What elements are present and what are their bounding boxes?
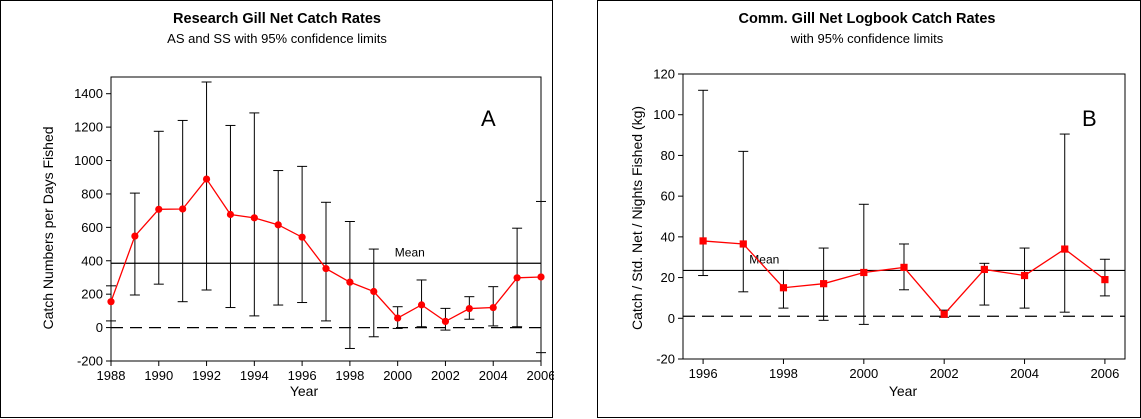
chart-a-xlabel: Year <box>290 383 319 399</box>
chart-a-y-tick-label: 200 <box>81 287 103 302</box>
chart-b-y-tick-label: 120 <box>653 67 675 82</box>
chart-b-x-tick-label: 2000 <box>849 366 878 381</box>
chart-b-x-tick-label: 1996 <box>689 366 718 381</box>
chart-a-data-point <box>155 205 163 213</box>
chart-a-x-tick-label: 2004 <box>479 368 508 383</box>
chart-a-ylabel: Catch Numbers per Days Fished <box>40 126 56 329</box>
chart-a-data-point <box>250 214 258 222</box>
chart-b-y-tick-label: 0 <box>668 311 675 326</box>
chart-a-x-tick-label: 2000 <box>383 368 412 383</box>
chart-a-data-point <box>226 210 235 219</box>
chart-b-data-point <box>860 268 868 277</box>
chart-b-data-point <box>940 310 948 318</box>
chart-a-x-tick-label: 1996 <box>288 368 317 383</box>
chart-b-x-tick-label: 2006 <box>1090 366 1119 381</box>
chart-a-y-tick-label: 1000 <box>74 153 103 168</box>
chart-a-x-tick-label: 2002 <box>431 368 460 383</box>
chart-a-svg: Research Gill Net Catch Rates AS and SS … <box>40 11 554 399</box>
chart-b-title: Comm. Gill Net Logbook Catch Rates <box>739 11 996 27</box>
chart-a-data-point <box>298 233 306 241</box>
chart-a-data-point <box>537 273 545 281</box>
chart-a-data-point <box>346 278 354 286</box>
chart-a-error-bar <box>201 81 212 291</box>
chart-b-xlabel: Year <box>889 383 918 399</box>
chart-a-data-point <box>107 298 115 306</box>
chart-b-data-point <box>699 237 707 245</box>
chart-b-data-point <box>900 263 908 271</box>
chart-a-x-tick-label: 1998 <box>335 368 364 383</box>
chart-a-x-tick-label: 1992 <box>192 368 221 383</box>
chart-a-mean-label: Mean <box>395 245 425 259</box>
chart-b-ylabel: Catch / Std. Net / Nights Fished (kg) <box>629 106 645 330</box>
chart-a-data-point <box>274 221 282 229</box>
chart-a-data-point <box>394 314 402 322</box>
chart-b-svg: Comm. Gill Net Logbook Catch Rates with … <box>629 11 1126 399</box>
chart-panel-a: Research Gill Net Catch Rates AS and SS … <box>0 0 554 418</box>
chart-a-data-point <box>513 274 521 282</box>
chart-a-data-point <box>202 175 211 183</box>
chart-b-x-tick-label: 2004 <box>1010 366 1039 381</box>
chart-b-x-tick-label: 2002 <box>930 366 959 381</box>
chart-a-y-tick-label: 0 <box>96 320 103 335</box>
chart-b-error-bar <box>858 203 869 325</box>
chart-a-y-tick-label: 800 <box>81 186 103 201</box>
chart-b-data-point <box>820 280 828 288</box>
chart-a-error-bar <box>129 192 140 296</box>
chart-a-subtitle: AS and SS with 95% confidence limits <box>167 31 387 46</box>
chart-b-y-tick-label: -20 <box>656 352 675 367</box>
chart-b-y-tick-label: 100 <box>653 107 675 122</box>
chart-a-data-point <box>131 232 139 240</box>
chart-a-y-tick-label: 1400 <box>74 86 103 101</box>
chart-a-x-tick-label: 2006 <box>527 368 554 383</box>
chart-a-error-bar <box>273 170 284 306</box>
chart-b-data-point <box>980 265 988 274</box>
chart-b-data-point <box>739 240 747 248</box>
chart-b-data-point <box>779 284 788 292</box>
chart-b-subtitle: with 95% confidence limits <box>790 31 944 46</box>
chart-b-x-tick-label: 1998 <box>769 366 798 381</box>
chart-b-data-point <box>1020 271 1029 280</box>
chart-a-data-point <box>489 303 497 312</box>
chart-b-y-tick-label: 60 <box>661 189 675 204</box>
chart-b-data-point <box>1061 245 1069 253</box>
chart-b-panel-letter: B <box>1082 106 1097 131</box>
chart-a-data-point <box>465 304 473 313</box>
chart-a-y-tick-label: -200 <box>77 354 103 369</box>
chart-b-plot-area: -20 0 20 40 60 80 100 120 1996 1998 2000 2002 2004 20… <box>653 67 1125 381</box>
chart-a-data-point <box>441 317 450 326</box>
chart-a-y-tick-label: 400 <box>81 253 103 268</box>
chart-a-x-tick-label: 1990 <box>144 368 173 383</box>
chart-a-y-tick-label: 1200 <box>74 120 103 135</box>
chart-b-error-bar <box>738 150 749 293</box>
chart-b-error-bar <box>698 89 709 277</box>
chart-panel-b: Comm. Gill Net Logbook Catch Rates with … <box>597 0 1141 418</box>
chart-b-y-tick-label: 80 <box>661 148 675 163</box>
chart-b-y-tick-label: 40 <box>661 229 675 244</box>
chart-a-data-point <box>370 287 378 296</box>
chart-b-y-tick-label: 20 <box>661 270 675 285</box>
chart-b-mean-label: Mean <box>749 252 779 266</box>
chart-a-y-tick-label: 600 <box>81 220 103 235</box>
chart-a-plot-area: -200 0 200 400 600 800 1000 1200 1400 1988 1990 199… <box>74 81 554 383</box>
chart-a-error-bar <box>321 201 331 322</box>
chart-a-data-point <box>179 205 187 213</box>
chart-a-data-point <box>417 301 426 309</box>
chart-b-data-point <box>1101 276 1109 284</box>
chart-a-x-tick-label: 1988 <box>97 368 126 383</box>
chart-a-data-point <box>322 265 330 273</box>
chart-a-x-tick-label: 1994 <box>240 368 269 383</box>
chart-a-title: Research Gill Net Catch Rates <box>173 11 381 27</box>
chart-b-plot-frame <box>682 73 1126 360</box>
chart-a-panel-letter: A <box>481 106 496 131</box>
chart-b-error-bar <box>1059 133 1070 313</box>
